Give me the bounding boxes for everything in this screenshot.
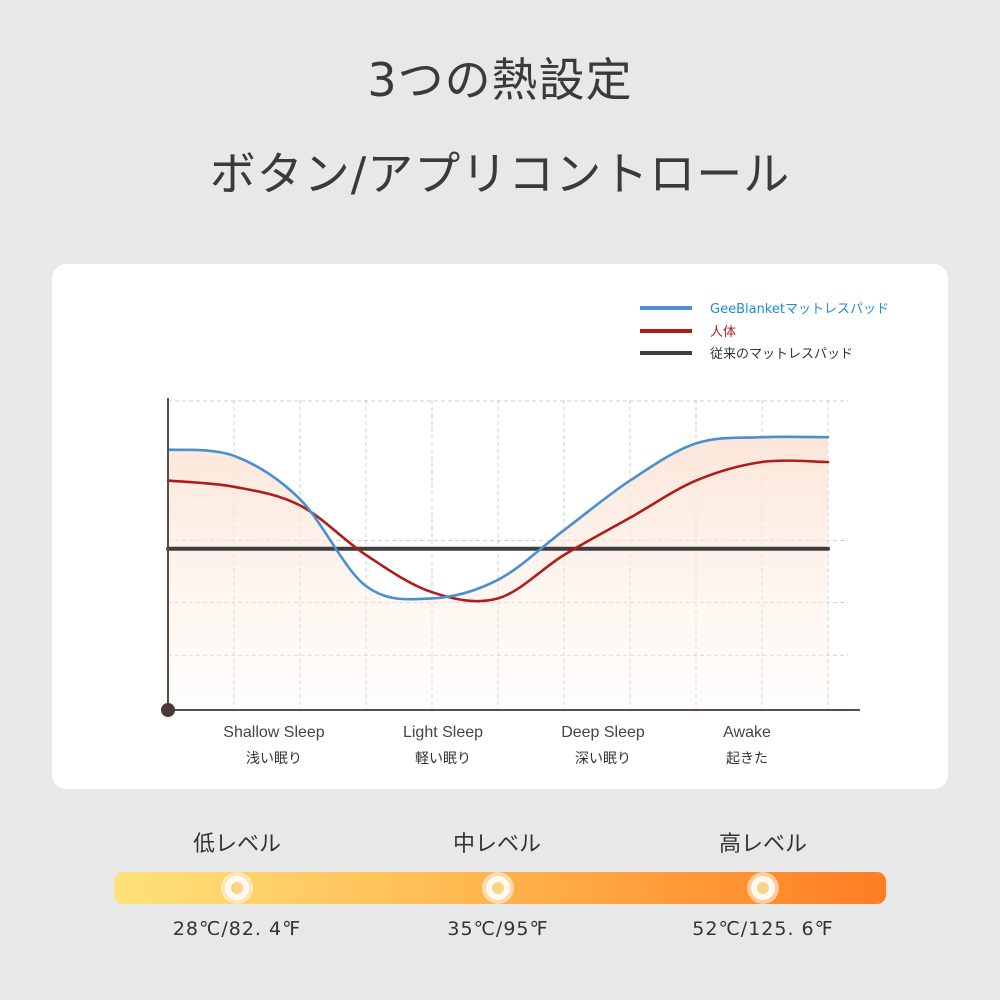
page-subtitle: ボタン/アプリコントロール: [209, 147, 791, 201]
x-tick-label: Shallow Sleep: [223, 724, 325, 741]
x-tick-sublabel: 浅い眠り: [246, 751, 302, 767]
sleep-temperature-chart: Shallow Sleep 浅い眠り Light Sleep 軽い眠り Deep Sle…: [161, 302, 889, 767]
x-tick-label: Light Sleep: [403, 724, 483, 741]
x-tick-label: Awake: [723, 724, 771, 741]
x-tick-sublabel: 深い眠り: [575, 751, 631, 767]
level-mid-temp: 35℃/95℉: [447, 918, 549, 940]
legend-label: 人体: [710, 325, 736, 340]
axis-origin-dot: [161, 703, 175, 717]
level-low-dot[interactable]: [225, 876, 249, 900]
level-mid-dot[interactable]: [486, 876, 510, 900]
x-tick-sublabel: 起きた: [726, 751, 768, 767]
chart-card: Shallow Sleep 浅い眠り Light Sleep 軽い眠り Deep Sle…: [52, 264, 948, 789]
level-low-temp: 28℃/82. 4℉: [172, 918, 302, 940]
page-title: 3つの熱設定: [367, 53, 633, 107]
x-tick-label: Deep Sleep: [561, 724, 645, 741]
legend-label: 従来のマットレスパッド: [710, 347, 853, 362]
level-low-label: 低レベル: [192, 832, 281, 857]
level-mid-label: 中レベル: [452, 832, 541, 857]
level-high-temp: 52℃/125. 6℉: [692, 918, 834, 940]
level-high-dot[interactable]: [751, 876, 775, 900]
series-line-0: [166, 435, 830, 601]
level-high-label: 高レベル: [718, 832, 807, 857]
series-line-1: [166, 459, 830, 603]
legend-label: GeeBlanketマットレスパッド: [710, 302, 889, 317]
warm-area-fill: [168, 436, 828, 710]
x-tick-sublabel: 軽い眠り: [415, 751, 471, 767]
